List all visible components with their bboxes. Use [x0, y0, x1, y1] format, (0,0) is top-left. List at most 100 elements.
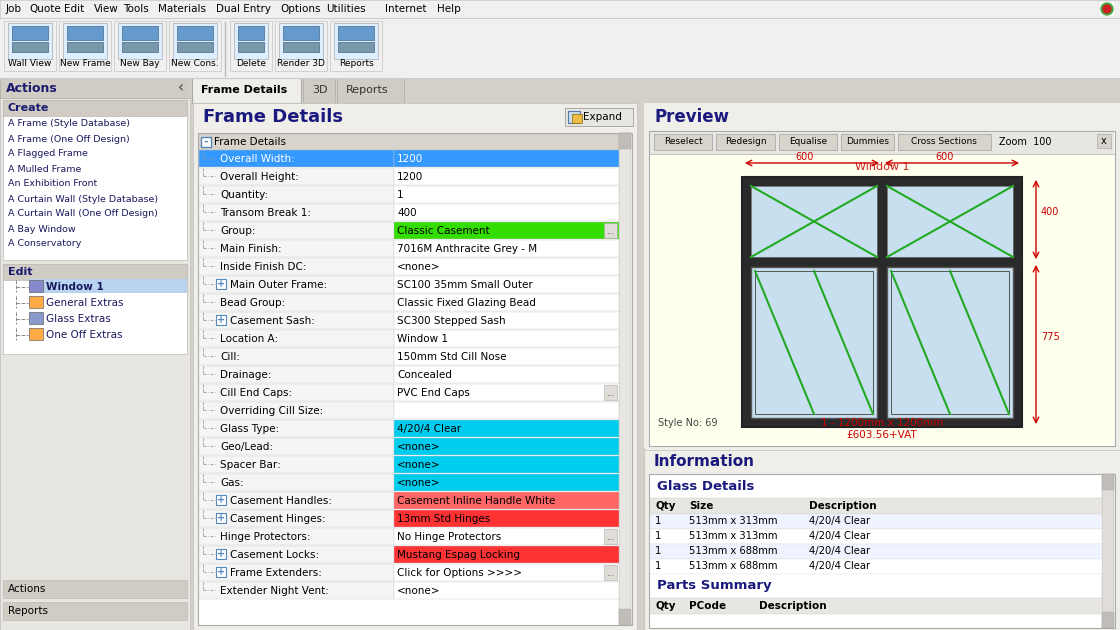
Bar [199, 348, 394, 365]
Text: Quantity:: Quantity: [220, 190, 268, 200]
Text: <none>: <none> [396, 442, 440, 452]
Bar [619, 133, 631, 149]
Bar [394, 204, 619, 221]
Bar [394, 564, 619, 581]
Text: 150mm Std Cill Nose: 150mm Std Cill Nose [396, 352, 506, 362]
Bar [12, 26, 48, 40]
Bar [887, 267, 1012, 418]
Bar [394, 438, 619, 455]
Text: 600: 600 [936, 152, 954, 162]
Text: Tools: Tools [123, 4, 149, 14]
Text: Internet: Internet [385, 4, 427, 14]
Bar [29, 279, 187, 293]
Bar [8, 23, 52, 59]
Text: Bead Group:: Bead Group: [220, 298, 286, 308]
Text: ...: ... [606, 568, 614, 578]
Bar [644, 103, 1120, 448]
Text: Window 1: Window 1 [396, 334, 448, 344]
Text: Glass Details: Glass Details [657, 479, 755, 493]
Bar [200, 137, 211, 147]
Text: ...: ... [606, 389, 614, 398]
Circle shape [1101, 3, 1113, 15]
Bar [0, 0, 1120, 18]
Bar [283, 42, 319, 52]
Bar [741, 257, 1021, 267]
Bar [216, 495, 226, 505]
Text: Parts Summary: Parts Summary [657, 580, 772, 592]
Bar [199, 402, 394, 419]
Bar [650, 498, 1102, 514]
Text: Overriding Cill Size:: Overriding Cill Size: [220, 406, 324, 416]
Bar [338, 26, 374, 40]
Bar [654, 134, 712, 150]
Text: 1: 1 [396, 190, 403, 200]
Bar [619, 609, 631, 625]
Text: 13mm Std Hinges: 13mm Std Hinges [396, 514, 491, 524]
Bar [1100, 2, 1114, 16]
Text: 4/20/4 Clear: 4/20/4 Clear [809, 561, 870, 571]
Text: 775: 775 [1040, 332, 1060, 342]
Bar [172, 23, 217, 59]
Bar [394, 384, 619, 401]
Text: 1: 1 [655, 546, 662, 556]
Bar [752, 267, 877, 418]
Text: Preview: Preview [654, 108, 729, 126]
Bar [394, 258, 619, 275]
Bar [216, 513, 226, 523]
Bar [892, 271, 1009, 414]
Bar [394, 348, 619, 365]
Bar [29, 312, 43, 324]
Bar [650, 559, 1102, 574]
Bar [644, 450, 1120, 630]
Text: Redesign: Redesign [725, 137, 766, 147]
Text: A Conservatory: A Conservatory [8, 239, 82, 248]
Text: 513mm x 313mm: 513mm x 313mm [689, 531, 777, 541]
Text: Reports: Reports [346, 85, 389, 95]
Text: Job: Job [6, 4, 22, 14]
Bar [67, 26, 103, 40]
Bar [394, 456, 619, 473]
Text: Classic Fixed Glazing Bead: Classic Fixed Glazing Bead [396, 298, 535, 308]
Bar [237, 26, 264, 40]
Text: Overall Width:: Overall Width: [220, 154, 295, 164]
Bar [394, 294, 619, 311]
Bar [394, 366, 619, 383]
Bar [276, 21, 327, 71]
Text: 513mm x 313mm: 513mm x 313mm [689, 516, 777, 526]
Bar [12, 42, 48, 52]
Text: ...: ... [606, 227, 614, 236]
Text: Concealed: Concealed [396, 370, 451, 380]
Bar [199, 492, 394, 509]
Bar [199, 222, 394, 239]
Text: Qty: Qty [655, 501, 675, 511]
Text: Utilities: Utilities [327, 4, 366, 14]
Text: Frame Details: Frame Details [200, 85, 287, 95]
Text: Cross Sections: Cross Sections [912, 137, 978, 147]
Bar [564, 108, 633, 126]
Bar [193, 103, 637, 630]
Bar [199, 420, 394, 437]
Text: Classic Casement: Classic Casement [396, 226, 489, 236]
Text: ‹: ‹ [178, 81, 184, 96]
Text: 1: 1 [655, 531, 662, 541]
Text: 4/20/4 Clear: 4/20/4 Clear [809, 516, 870, 526]
Bar [216, 549, 226, 559]
Text: Cill End Caps:: Cill End Caps: [220, 388, 292, 398]
Text: An Exhibition Front: An Exhibition Front [8, 180, 97, 188]
Text: Delete: Delete [236, 59, 267, 69]
Bar [237, 42, 264, 52]
Text: Reselect: Reselect [664, 137, 702, 147]
Bar [752, 186, 877, 257]
Bar [650, 598, 1102, 614]
Bar [122, 26, 158, 40]
Bar [114, 21, 166, 71]
Text: Casement Sash:: Casement Sash: [230, 316, 315, 326]
Bar [199, 546, 394, 563]
Text: 1: 1 [655, 516, 662, 526]
Bar [877, 177, 887, 427]
Text: One Off Extras: One Off Extras [46, 330, 122, 340]
Bar [334, 23, 377, 59]
Bar [644, 103, 1120, 630]
Text: ...: ... [606, 532, 614, 542]
Bar [648, 131, 1116, 446]
